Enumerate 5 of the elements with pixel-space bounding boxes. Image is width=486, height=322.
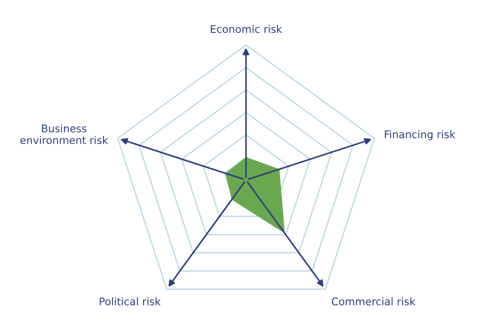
spoke-label: Financing risk [384, 130, 456, 140]
spoke-label: Economic risk [210, 24, 282, 33]
spoke-label: Commercial risk [332, 297, 416, 306]
spoke-label: Business environment risk [20, 124, 108, 144]
spoke-label: Political risk [100, 297, 161, 306]
